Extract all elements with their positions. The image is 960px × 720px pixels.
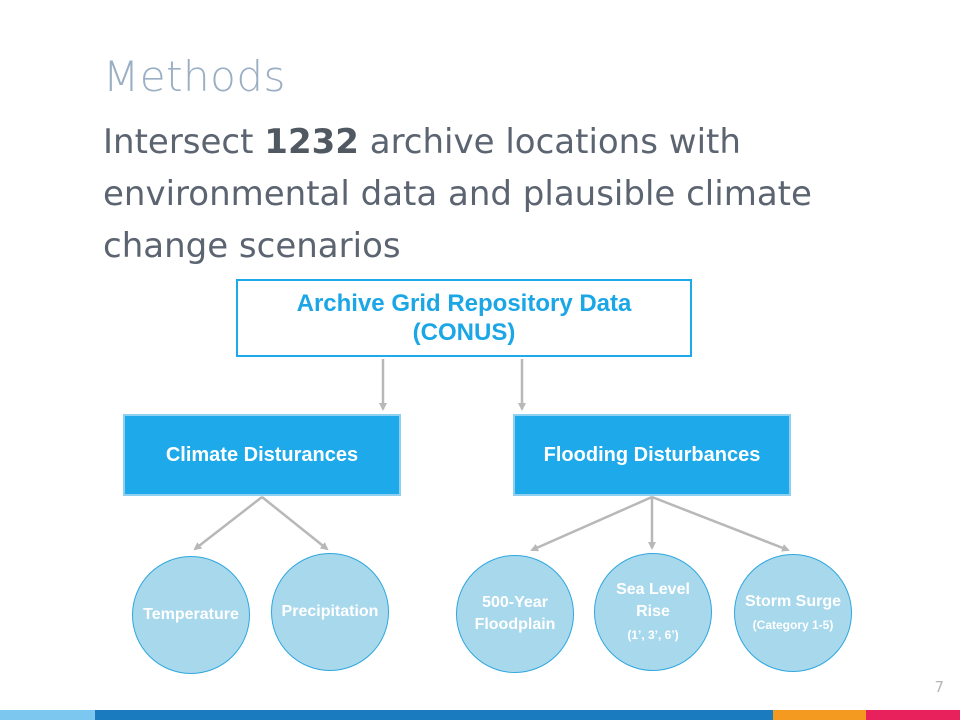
- leaf-node-floodplain: 500-Year Floodplain: [456, 555, 574, 673]
- slide-subtitle: Intersect 1232 archive locations with en…: [103, 116, 863, 272]
- leaf-sea-level-line1: Sea Level: [616, 581, 690, 598]
- leaf-storm-surge-sub: (Category 1-5): [752, 618, 834, 632]
- root-node-subtitle: (CONUS): [412, 319, 516, 346]
- leaf-precipitation-label: Precipitation: [281, 603, 379, 620]
- leaf-sea-level-line2: Rise: [636, 603, 670, 620]
- leaf-node-storm-surge: Storm Surge (Category 1-5): [734, 554, 852, 672]
- arrow-flooding-to-storm-surge: [651, 495, 790, 552]
- subtitle-suffix: archive locations with environmental dat…: [103, 122, 812, 266]
- leaf-node-precipitation: Precipitation: [271, 553, 389, 671]
- arrow-climate-to-temperature: [193, 496, 263, 551]
- leaf-temperature-label: Temperature: [143, 606, 239, 623]
- arrow-climate-to-precipitation: [261, 496, 329, 551]
- leaf-storm-surge-line1: Storm Surge: [744, 593, 841, 610]
- footer-segment-orange: [773, 710, 866, 720]
- leaf-node-sea-level-rise: Sea Level Rise (1’, 3’, 6’): [594, 553, 712, 671]
- footer-segment-blue: [95, 710, 773, 720]
- subtitle-count: 1232: [264, 122, 359, 162]
- leaf-node-temperature: Temperature: [132, 556, 250, 674]
- subtitle-prefix: Intersect: [103, 122, 265, 162]
- branch-flooding-label: Flooding Disturbances: [543, 443, 761, 466]
- leaf-floodplain-line1: 500-Year: [482, 594, 548, 611]
- footer-segment-light-blue: [0, 710, 95, 720]
- leaf-floodplain-line2: Floodplain: [474, 616, 556, 633]
- root-node-title: Archive Grid Repository Data: [296, 290, 632, 317]
- branch-climate-label: Climate Disturances: [165, 443, 359, 466]
- root-node-archive-grid: Archive Grid Repository Data (CONUS): [236, 279, 692, 357]
- leaf-sea-level-sub: (1’, 3’, 6’): [627, 628, 679, 642]
- arrow-flooding-to-floodplain: [530, 495, 653, 552]
- footer-color-bar: [0, 710, 960, 720]
- branch-node-flooding: Flooding Disturbances: [513, 414, 791, 496]
- slide-title: Methods: [103, 52, 286, 101]
- page-number: 7: [934, 678, 944, 696]
- footer-segment-pink: [866, 710, 960, 720]
- branch-node-climate: Climate Disturances: [123, 414, 401, 496]
